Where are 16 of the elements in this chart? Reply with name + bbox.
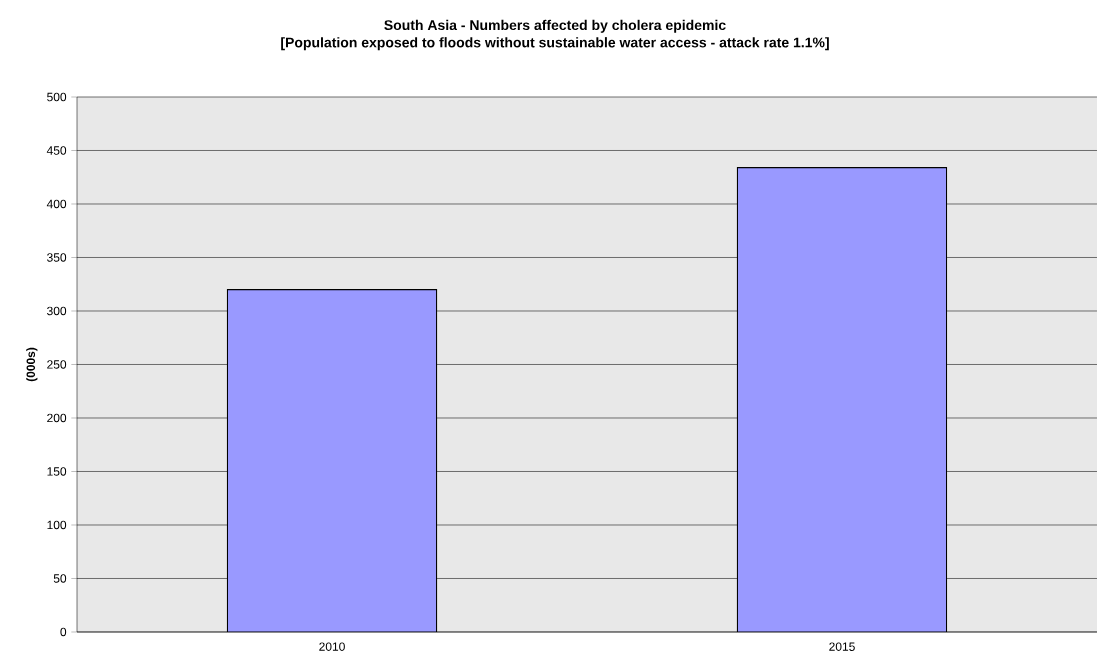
chart-subtitle: [Population exposed to floods without sustainable water access - attack rate 1.1%] bbox=[281, 37, 829, 51]
x-tick-label: 2010 bbox=[319, 642, 345, 651]
y-tick-label: 50 bbox=[53, 574, 67, 583]
y-tick-label: 250 bbox=[47, 360, 67, 369]
y-axis-title: (000s) bbox=[26, 347, 38, 382]
y-tick-label: 0 bbox=[60, 627, 67, 637]
y-tick-label: 350 bbox=[47, 253, 67, 262]
y-tick-label: 450 bbox=[46, 146, 67, 155]
y-tick-label: 100 bbox=[47, 520, 67, 530]
y-tick-label: 200 bbox=[47, 413, 67, 423]
y-tick-label: 150 bbox=[47, 467, 67, 476]
y-tick-label: 500 bbox=[47, 92, 67, 102]
y-tick-label: 300 bbox=[47, 306, 67, 316]
y-tick-label: 400 bbox=[46, 199, 67, 209]
x-tick-label: 2015 bbox=[829, 642, 855, 651]
chart-title: South Asia - Numbers affected by cholera epidemic bbox=[384, 19, 726, 33]
